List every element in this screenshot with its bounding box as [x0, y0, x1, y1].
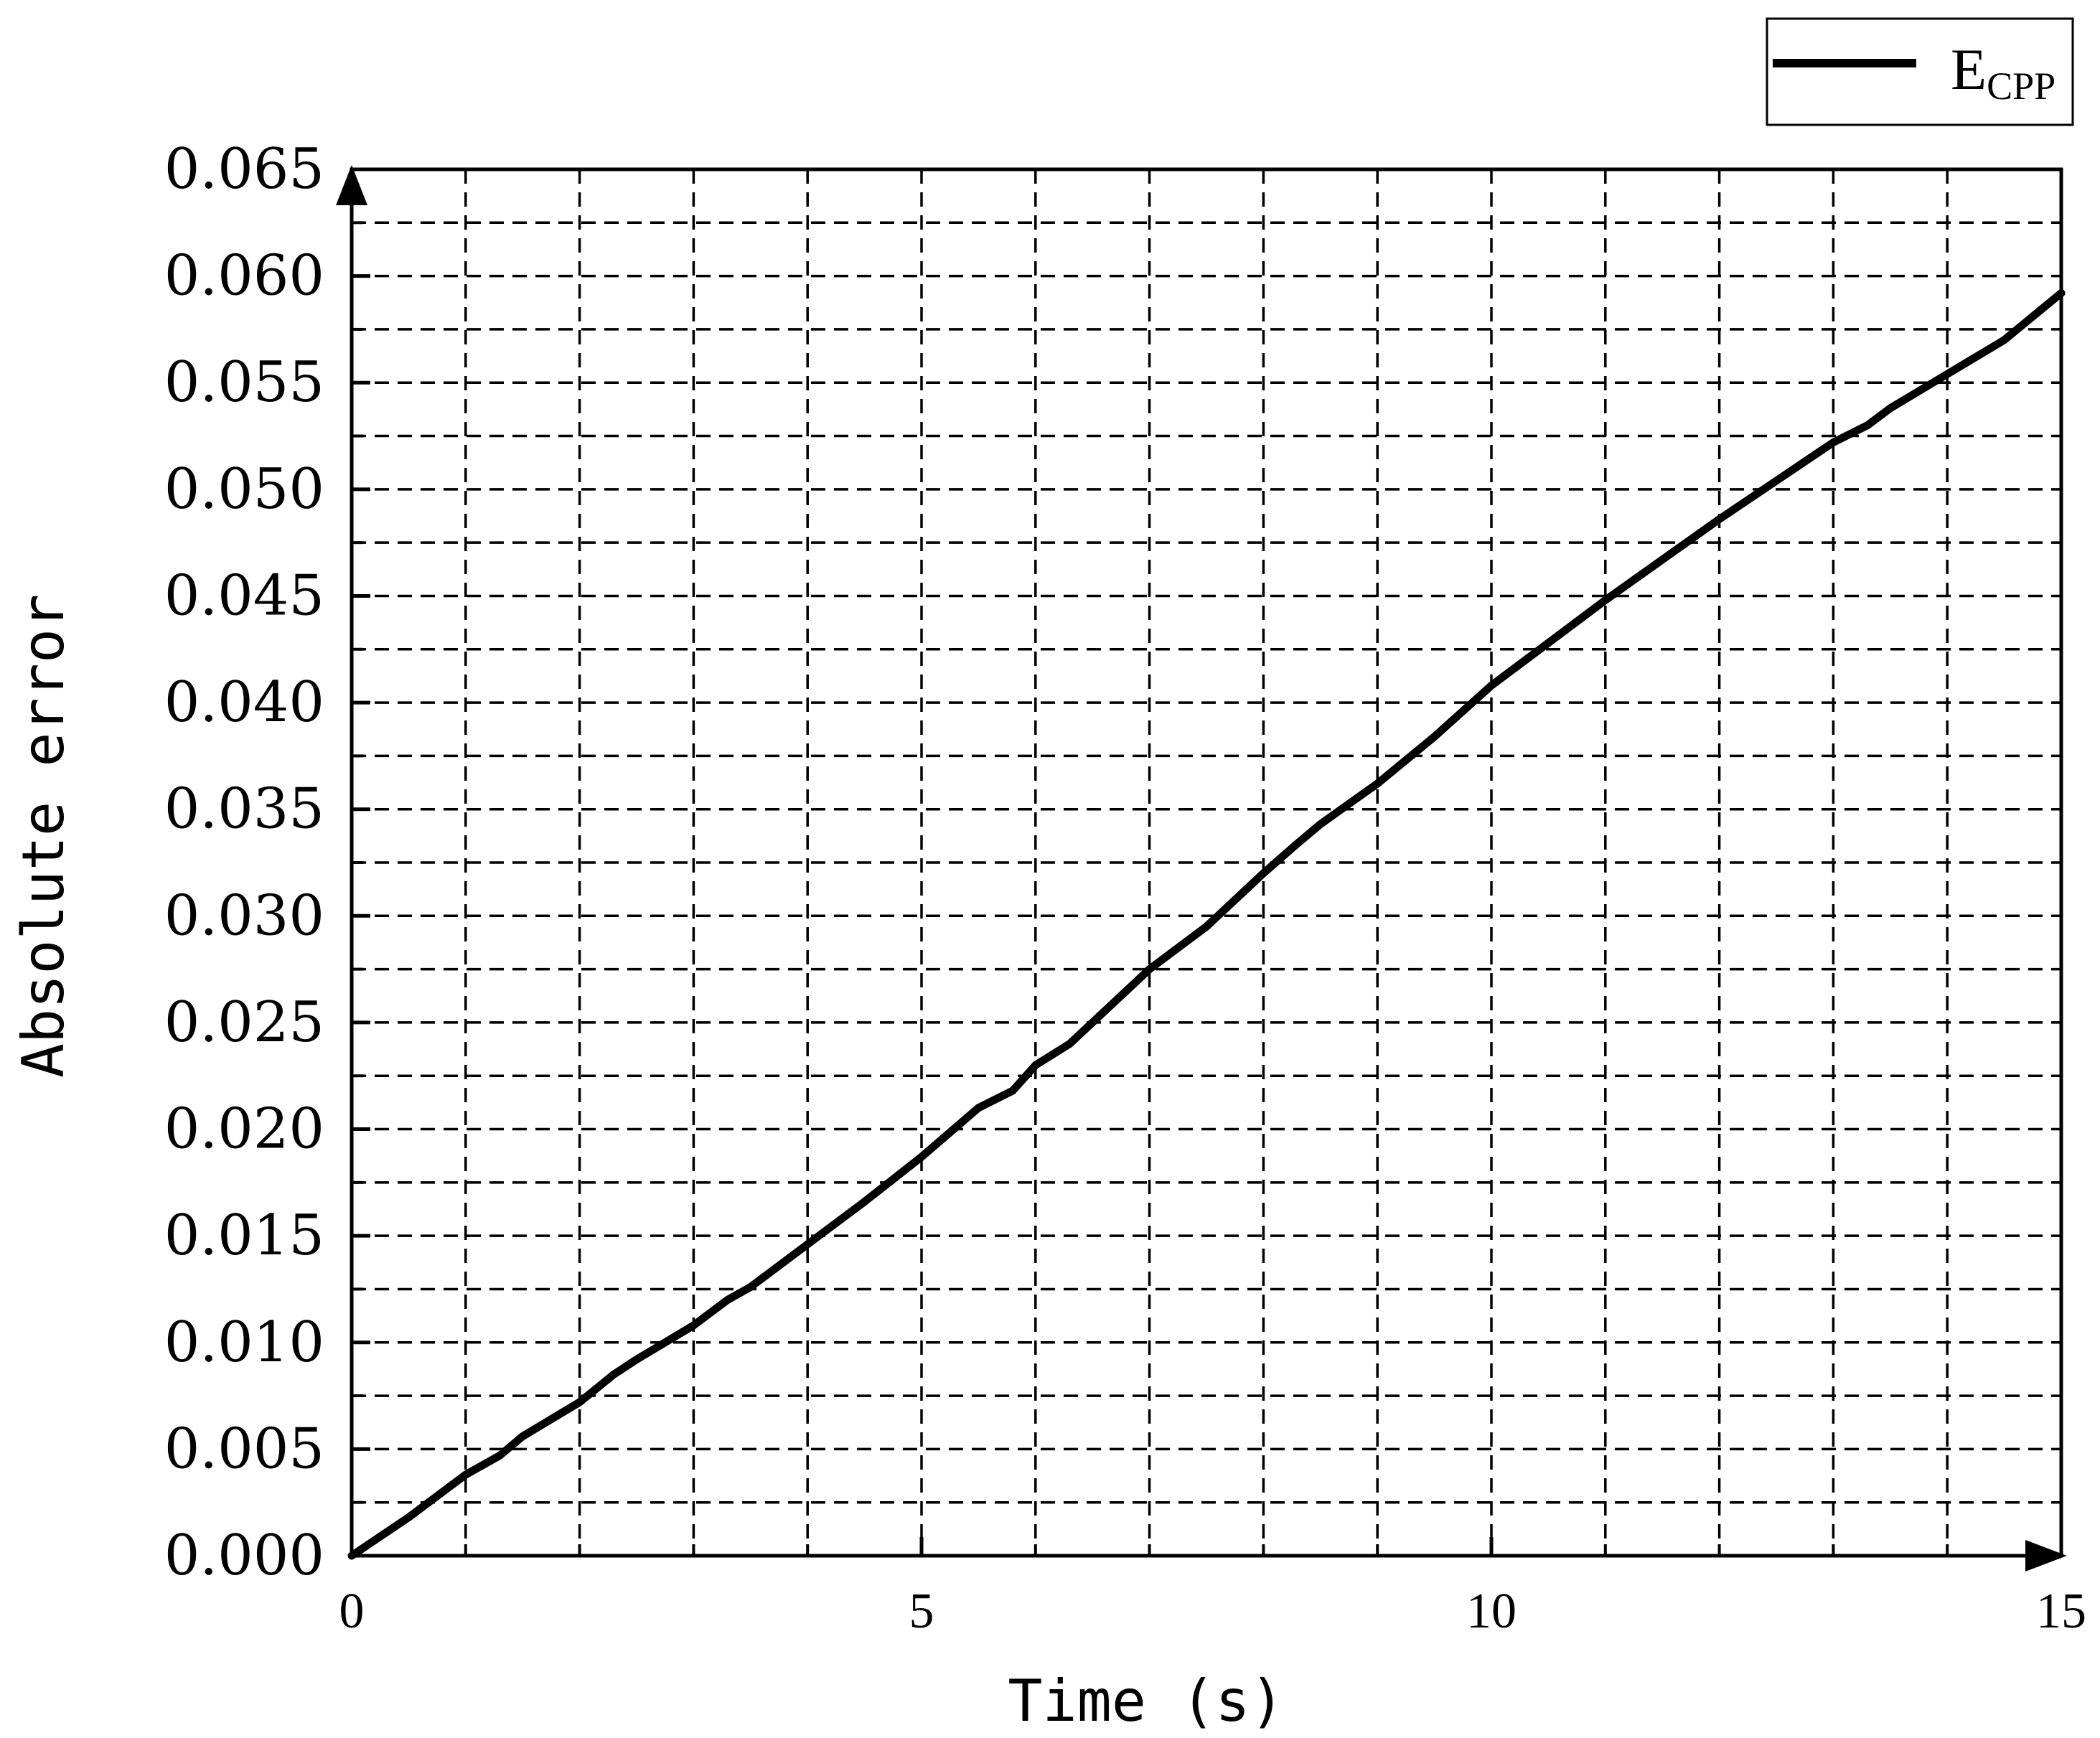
y-tick-label: 0.055: [164, 350, 324, 415]
series-line-ecpp: [347, 288, 2066, 1560]
x-tick-label: 5: [909, 1584, 934, 1639]
y-tick-label: 0.020: [164, 1097, 324, 1162]
plot-frame: [350, 167, 2063, 1558]
y-tick-label: 0.025: [164, 990, 324, 1055]
y-axis-tick-labels: 0.000 0.005 0.010 0.015 0.020 0.025 0.030 0.035…: [164, 137, 324, 1588]
legend-label-main: E: [1951, 37, 1987, 102]
y-tick-label: 0.065: [164, 137, 324, 202]
legend-box: [1766, 17, 2074, 126]
y-tick-label: 0.060: [164, 244, 324, 309]
y-tick-label: 0.015: [164, 1203, 324, 1268]
x-axis-tick-labels: 0 5 10 15: [339, 1584, 2087, 1639]
x-tick-label: 15: [2036, 1584, 2086, 1639]
series-layer: [347, 288, 2066, 1560]
y-tick-label: 0.030: [164, 883, 324, 948]
legend-label-sub: CPP: [1987, 65, 2056, 108]
x-axis-arrow: [2025, 1540, 2067, 1572]
x-tick-label: 0: [339, 1584, 365, 1639]
y-tick-label: 0.005: [164, 1417, 324, 1481]
y-tick-label: 0.035: [164, 777, 324, 842]
x-tick-label: 10: [1466, 1584, 1517, 1639]
y-axis-arrow: [336, 165, 367, 205]
y-tick-label: 0.010: [164, 1310, 324, 1375]
legend-label: ECPP: [1951, 37, 2056, 108]
y-tick-label: 0.040: [164, 670, 324, 735]
y-tick-label: 0.045: [164, 563, 324, 628]
legend: ECPP: [1766, 17, 2074, 126]
y-axis-title: Absolute error: [10, 594, 77, 1078]
y-tick-label: 0.000: [164, 1523, 324, 1588]
x-axis-title: Time (s): [1008, 1668, 1284, 1734]
grid-lines: [352, 169, 2061, 1556]
y-tick-label: 0.050: [164, 457, 324, 522]
